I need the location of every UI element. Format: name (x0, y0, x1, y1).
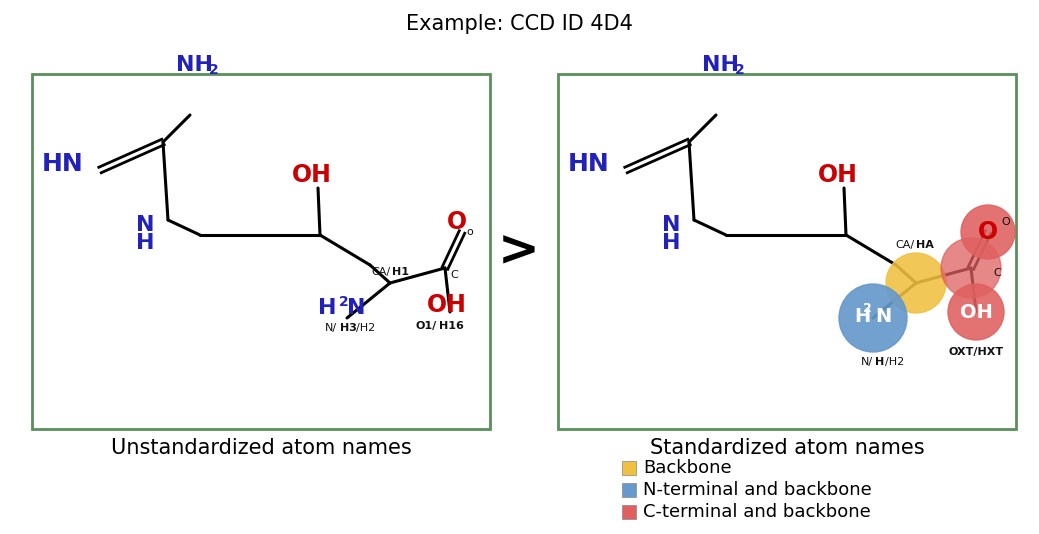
Text: o: o (467, 227, 474, 237)
Text: 2: 2 (863, 302, 872, 316)
Text: NH: NH (177, 55, 213, 75)
Text: N/: N/ (325, 323, 337, 333)
FancyBboxPatch shape (32, 74, 490, 429)
Text: O: O (447, 210, 468, 234)
Text: 2: 2 (209, 63, 219, 77)
Text: /H2: /H2 (356, 323, 375, 333)
Text: C-terminal and backbone: C-terminal and backbone (643, 503, 871, 521)
Text: HN: HN (568, 152, 610, 176)
Text: CA/: CA/ (371, 267, 390, 277)
FancyBboxPatch shape (558, 74, 1016, 429)
Text: C: C (450, 270, 458, 280)
Text: /H2: /H2 (885, 357, 904, 367)
Text: O: O (978, 220, 998, 244)
Circle shape (840, 284, 907, 352)
Text: Backbone: Backbone (643, 459, 731, 477)
Text: OH: OH (292, 163, 331, 187)
Text: N: N (662, 215, 681, 235)
Text: OH: OH (960, 302, 992, 321)
Circle shape (948, 284, 1004, 340)
Text: H: H (319, 298, 337, 318)
Circle shape (886, 253, 945, 313)
Text: HA: HA (916, 240, 934, 250)
Text: N/: N/ (861, 357, 873, 367)
FancyBboxPatch shape (622, 483, 636, 497)
Text: N: N (347, 298, 366, 318)
Text: 2: 2 (736, 63, 745, 77)
Text: Example: CCD ID 4D4: Example: CCD ID 4D4 (405, 14, 633, 34)
Text: H: H (136, 233, 154, 253)
Text: Unstandardized atom names: Unstandardized atom names (110, 438, 411, 458)
Text: >: > (498, 227, 540, 275)
Text: OH: OH (427, 293, 467, 317)
Text: H: H (662, 233, 681, 253)
Text: H3: H3 (340, 323, 356, 333)
Text: 2: 2 (339, 295, 349, 309)
Text: Standardized atom names: Standardized atom names (649, 438, 925, 458)
FancyBboxPatch shape (622, 505, 636, 519)
Text: OXT/HXT: OXT/HXT (949, 347, 1004, 357)
Text: NH: NH (702, 55, 740, 75)
Text: C: C (993, 268, 1001, 278)
Circle shape (941, 238, 1001, 298)
Text: CA/: CA/ (895, 240, 914, 250)
Text: OH: OH (818, 163, 858, 187)
Text: N: N (875, 307, 891, 326)
Text: O1/: O1/ (416, 321, 437, 331)
Text: N: N (136, 215, 154, 235)
Text: H: H (875, 357, 884, 367)
Circle shape (961, 205, 1015, 259)
Text: H: H (855, 307, 871, 326)
Text: H1: H1 (392, 267, 409, 277)
Text: O: O (1002, 217, 1010, 227)
Text: HN: HN (43, 152, 84, 176)
Text: N-terminal and backbone: N-terminal and backbone (643, 481, 872, 499)
FancyBboxPatch shape (622, 461, 636, 475)
Text: H16: H16 (439, 321, 463, 331)
